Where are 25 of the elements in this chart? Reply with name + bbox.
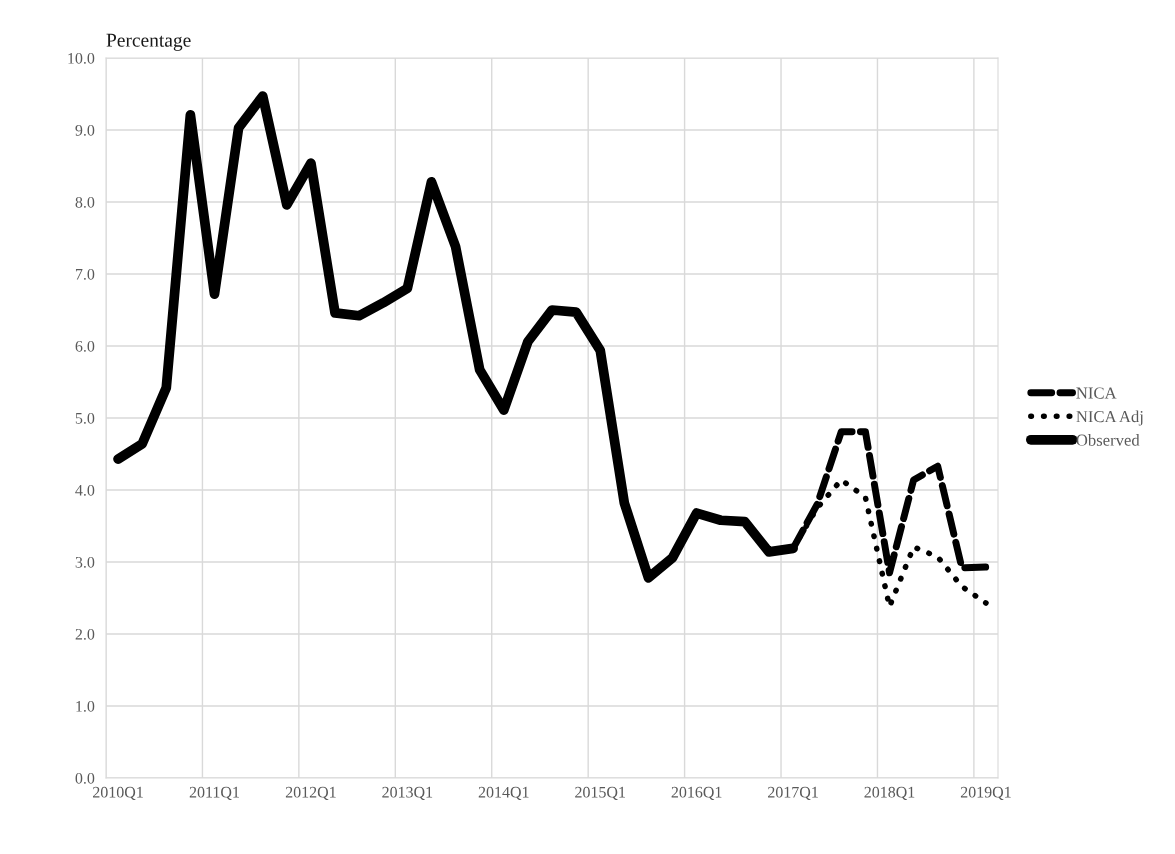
x-tick-label: 2015Q1 bbox=[575, 786, 625, 801]
x-tick-label: 2012Q1 bbox=[285, 786, 336, 801]
y-tick-label: 10.0 bbox=[68, 52, 95, 64]
legend-label: NICA Adj bbox=[1076, 410, 1143, 426]
y-tick-label: 5.0 bbox=[75, 412, 95, 424]
y-tick-label: 0.0 bbox=[75, 772, 95, 784]
y-tick-label: 6.0 bbox=[75, 340, 95, 352]
y-tick-label: 4.0 bbox=[75, 484, 95, 496]
x-tick-label: 2010Q1 bbox=[93, 786, 143, 801]
x-tick-label: 2018Q1 bbox=[864, 786, 915, 801]
legend-label: Observed bbox=[1076, 434, 1140, 446]
x-tick-label: 2011Q1 bbox=[189, 786, 239, 801]
x-tick-label: 2016Q1 bbox=[671, 786, 722, 801]
x-tick-label: 2013Q1 bbox=[382, 786, 433, 801]
y-tick-label: 2.0 bbox=[75, 628, 95, 640]
y-tick-label: 9.0 bbox=[75, 124, 95, 136]
y-tick-label: 3.0 bbox=[75, 556, 95, 568]
y-tick-label: 1.0 bbox=[76, 700, 95, 712]
legend-label: NICA bbox=[1076, 387, 1117, 399]
y-tick-label: 8.0 bbox=[75, 196, 95, 208]
x-tick-label: 2017Q1 bbox=[768, 786, 818, 801]
y-axis-title: Percentage bbox=[106, 33, 191, 51]
x-tick-label: 2014Q1 bbox=[478, 786, 529, 801]
y-tick-label: 7.0 bbox=[75, 268, 95, 280]
x-tick-label: 2019Q1 bbox=[960, 786, 1011, 801]
